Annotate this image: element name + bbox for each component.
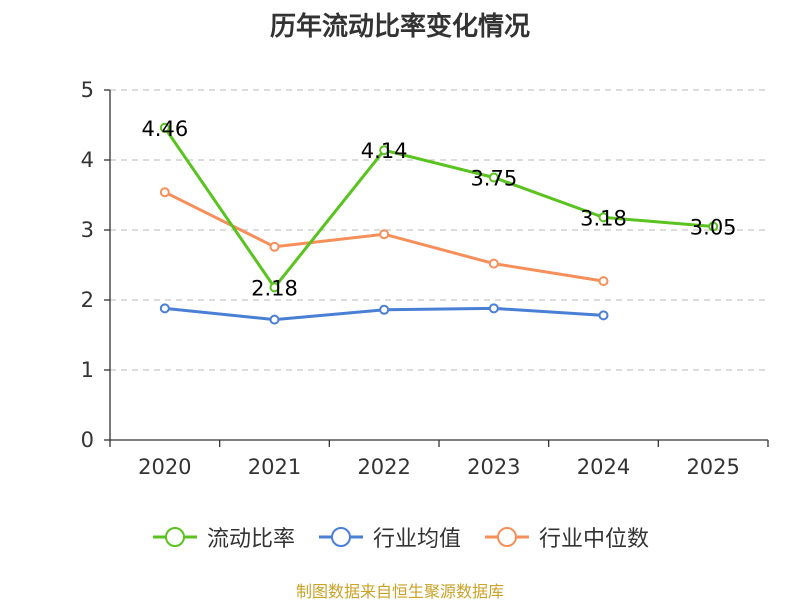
data-point-行业中位数-2020 — [159, 187, 170, 198]
data-point-行业均值-2021 — [269, 314, 280, 325]
data-point-流动比率-2022 — [379, 145, 390, 156]
data-point-流动比率-2024 — [598, 212, 609, 223]
y-tick-label-2: 2 — [81, 288, 94, 312]
data-point-流动比率-2025 — [708, 221, 719, 232]
x-tick-label-2024: 2024 — [577, 455, 630, 479]
legend-label: 行业中位数 — [539, 527, 650, 552]
data-label-2022: 4.14 — [361, 139, 408, 163]
data-point-流动比率-2023 — [488, 172, 499, 183]
data-point-行业中位数-2022 — [379, 229, 390, 240]
legend-swatch-icon — [318, 527, 363, 547]
x-tick-label-2022: 2022 — [357, 455, 410, 479]
data-point-流动比率-2021 — [269, 282, 280, 293]
data-point-行业中位数-2021 — [269, 241, 280, 252]
x-tick-label-2025: 2025 — [686, 455, 739, 479]
legend-label: 行业均值 — [372, 527, 461, 552]
legend: 流动比率 行业均值 行业中位数 — [0, 520, 800, 554]
data-label-2021: 2.18 — [251, 276, 298, 300]
source-note: 制图数据来自恒生聚源数据库 — [295, 582, 504, 601]
x-tick-label-2023: 2023 — [467, 455, 520, 479]
data-point-行业均值-2022 — [379, 304, 390, 315]
data-point-行业中位数-2024 — [598, 276, 609, 287]
data-point-行业均值-2020 — [159, 303, 170, 314]
x-tick-label-2020: 2020 — [138, 455, 191, 479]
data-point-行业均值-2023 — [488, 303, 499, 314]
data-label-2023: 3.75 — [470, 167, 517, 191]
y-tick-label-4: 4 — [81, 148, 94, 172]
data-label-2020: 4.46 — [141, 117, 188, 141]
y-tick-label-0: 0 — [81, 428, 94, 452]
legend-label: 流动比率 — [206, 527, 295, 552]
data-point-行业均值-2024 — [598, 310, 609, 321]
y-tick-label-1: 1 — [81, 358, 94, 382]
legend-item-行业中位数[interactable]: 行业中位数 — [483, 521, 649, 553]
legend-swatch-icon — [152, 527, 197, 547]
y-tick-label-3: 3 — [81, 218, 94, 242]
chart-title: 历年流动比率变化情况 — [269, 12, 530, 42]
data-point-行业中位数-2023 — [488, 258, 499, 269]
data-label-2025: 3.05 — [690, 216, 737, 240]
legend-item-行业均值[interactable]: 行业均值 — [317, 521, 461, 553]
legend-swatch-icon — [485, 527, 529, 547]
x-tick-label-2021: 2021 — [248, 455, 301, 479]
series-line-流动比率 — [163, 126, 714, 289]
y-tick-label-5: 5 — [81, 78, 94, 102]
data-point-流动比率-2020 — [159, 122, 170, 133]
legend-item-流动比率[interactable]: 流动比率 — [151, 521, 295, 553]
data-label-2024: 3.18 — [580, 206, 627, 230]
